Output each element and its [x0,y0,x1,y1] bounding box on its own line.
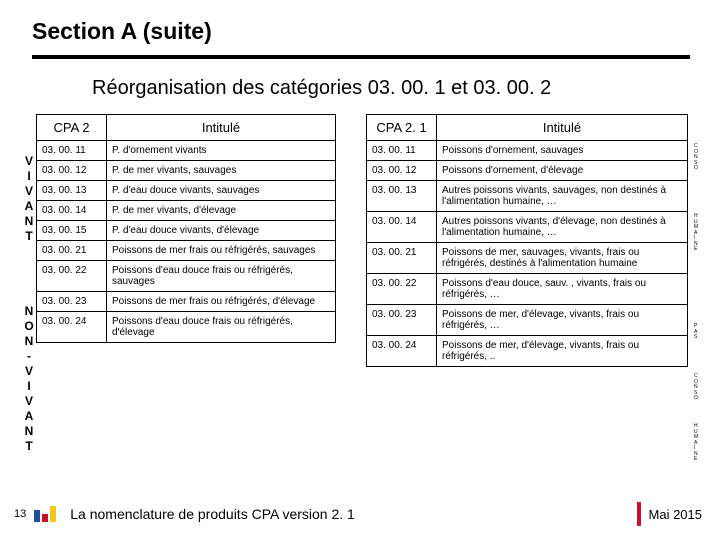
cell-code: 03. 00. 22 [367,274,437,305]
footer: 13 La nomenclature de produits CPA versi… [0,502,720,526]
table-row: 03. 00. 12Poissons d'ornement, d'élevage [367,161,688,181]
table-row: 03. 00. 21Poissons de mer, sauvages, viv… [367,243,688,274]
cell-code: 03. 00. 14 [367,212,437,243]
th-cpa2-code: CPA 2 [37,115,107,141]
right-table-block: CPA 2. 1 Intitulé 03. 00. 11Poissons d'o… [366,114,688,367]
table-row: 03. 00. 15P. d'eau douce vivants, d'élev… [37,221,336,241]
cell-code: 03. 00. 12 [37,161,107,181]
cell-label: Poissons d'eau douce, sauv. , vivants, f… [437,274,688,305]
edge-micro-label: HUMAINE [694,214,716,253]
table-cpa21: CPA 2. 1 Intitulé 03. 00. 11Poissons d'o… [366,114,688,367]
edge-micro-label: HUMAINE [694,424,716,463]
cell-label: Poissons d'ornement, sauvages [437,141,688,161]
table-row: 03. 00. 13Autres poissons vivants, sauva… [367,181,688,212]
insee-logo [32,504,60,524]
cell-code: 03. 00. 24 [367,336,437,367]
cell-code: 03. 00. 12 [367,161,437,181]
content-area: VIVANT NON-VIVANT CPA 2 Intitulé 03. 00.… [32,114,720,367]
cell-code: 03. 00. 21 [37,241,107,261]
th-cpa21-label: Intitulé [437,115,688,141]
footer-caption: La nomenclature de produits CPA version … [70,506,355,522]
footer-date: Mai 2015 [649,507,702,522]
table-row: 03. 00. 23Poissons de mer frais ou réfri… [37,292,336,312]
table-row: 03. 00. 24Poissons de mer, d'élevage, vi… [367,336,688,367]
left-table-block: VIVANT NON-VIVANT CPA 2 Intitulé 03. 00.… [36,114,336,367]
table-row: 03. 00. 22Poissons d'eau douce frais ou … [37,261,336,292]
table-row: 03. 00. 14P. de mer vivants, d'élevage [37,201,336,221]
table-row: 03. 00. 22Poissons d'eau douce, sauv. , … [367,274,688,305]
side-label-vivant: VIVANT [22,154,36,244]
table-row: 03. 00. 11P. d'ornement vivants [37,141,336,161]
cell-label: Poissons de mer, sauvages, vivants, frai… [437,243,688,274]
table-row: 03. 00. 24Poissons d'eau douce frais ou … [37,312,336,343]
table-cpa2: CPA 2 Intitulé 03. 00. 11P. d'ornement v… [36,114,336,343]
footer-accent [637,502,641,526]
table-row: 03. 00. 13P. d'eau douce vivants, sauvag… [37,181,336,201]
cell-code: 03. 00. 22 [37,261,107,292]
cell-label: P. d'ornement vivants [107,141,336,161]
cell-label: P. de mer vivants, d'élevage [107,201,336,221]
table-row: 03. 00. 11Poissons d'ornement, sauvages [367,141,688,161]
cell-label: Poissons d'eau douce frais ou réfrigérés… [107,312,336,343]
cell-code: 03. 00. 13 [37,181,107,201]
table-row: 03. 00. 14Autres poissons vivants, d'éle… [367,212,688,243]
cell-code: 03. 00. 11 [37,141,107,161]
table-row: 03. 00. 21Poissons de mer frais ou réfri… [37,241,336,261]
cell-label: Poissons de mer frais ou réfrigérés, sau… [107,241,336,261]
title-rule [32,55,690,59]
cell-code: 03. 00. 23 [37,292,107,312]
page-number: 13 [14,508,26,520]
cell-label: Autres poissons vivants, d'élevage, non … [437,212,688,243]
cell-label: Poissons d'ornement, d'élevage [437,161,688,181]
cell-label: Poissons d'eau douce frais ou réfrigérés… [107,261,336,292]
cell-code: 03. 00. 21 [367,243,437,274]
th-cpa21-code: CPA 2. 1 [367,115,437,141]
cell-code: 03. 00. 14 [37,201,107,221]
cell-code: 03. 00. 15 [37,221,107,241]
edge-micro-label: CONSO [694,374,716,402]
table-row: 03. 00. 23Poissons de mer, d'élevage, vi… [367,305,688,336]
cell-label: P. d'eau douce vivants, d'élevage [107,221,336,241]
cell-code: 03. 00. 24 [37,312,107,343]
cell-label: Poissons de mer frais ou réfrigérés, d'é… [107,292,336,312]
slide-subtitle: Réorganisation des catégories 03. 00. 1 … [92,77,720,100]
cell-code: 03. 00. 13 [367,181,437,212]
slide-title: Section A (suite) [32,18,720,45]
cell-label: Poissons de mer, d'élevage, vivants, fra… [437,305,688,336]
side-label-nonvivant: NON-VIVANT [22,304,36,454]
cell-code: 03. 00. 23 [367,305,437,336]
cell-label: P. d'eau douce vivants, sauvages [107,181,336,201]
cell-code: 03. 00. 11 [367,141,437,161]
edge-micro-label: PAS [694,324,716,341]
cell-label: P. de mer vivants, sauvages [107,161,336,181]
edge-micro-label: CONSO [694,144,716,172]
th-cpa2-label: Intitulé [107,115,336,141]
cell-label: Autres poissons vivants, sauvages, non d… [437,181,688,212]
cell-label: Poissons de mer, d'élevage, vivants, fra… [437,336,688,367]
table-row: 03. 00. 12P. de mer vivants, sauvages [37,161,336,181]
